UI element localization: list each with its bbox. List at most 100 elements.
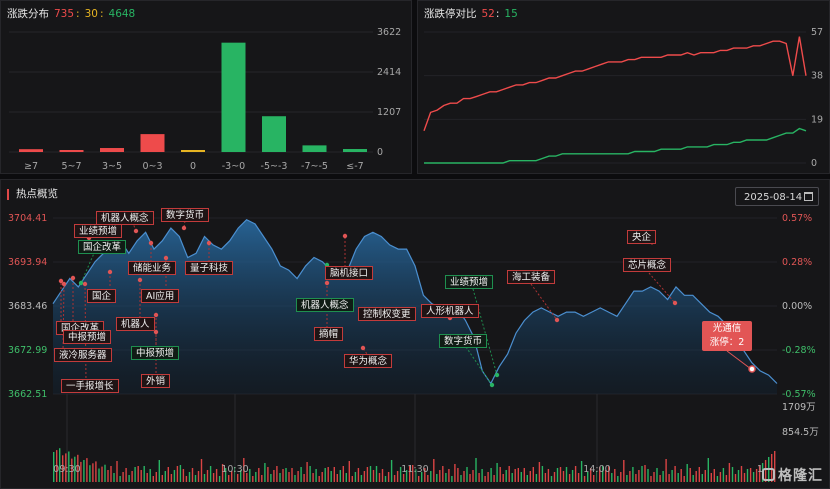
volume-bar — [671, 470, 673, 482]
volume-bar — [128, 475, 130, 482]
event-dot — [82, 281, 88, 287]
hotspot-tag[interactable]: 业绩预增 — [74, 224, 123, 238]
tag-connector — [648, 272, 676, 304]
volume-bar — [511, 473, 513, 482]
volume-bar — [372, 470, 375, 482]
volume-bar — [294, 475, 296, 482]
volume-bar — [478, 473, 480, 482]
x-tick-label: 3~5 — [102, 161, 122, 172]
hotspot-tag[interactable]: 量子科技 — [185, 261, 234, 275]
volume-bar — [125, 468, 127, 482]
up-count: 735 — [54, 8, 75, 20]
volume-bar — [360, 475, 363, 482]
volume-bar — [143, 466, 145, 482]
volume-bar — [357, 468, 360, 482]
hotspot-tag[interactable]: 机器人概念 — [96, 211, 154, 225]
hotspot-tag[interactable]: 人形机器人 — [421, 304, 479, 318]
event-dot — [61, 281, 67, 287]
volume-bar — [77, 454, 79, 482]
hotspot-tag[interactable]: 业绩预增 — [445, 275, 494, 289]
event-dot — [133, 228, 139, 234]
bar — [19, 149, 43, 152]
volume-bar — [541, 466, 544, 482]
hotspot-callout[interactable]: 光通信 涨停：2 — [702, 321, 752, 351]
volume-bar — [375, 466, 378, 482]
left-axis-label: 3693.94 — [8, 257, 47, 268]
volume-bar — [656, 468, 658, 482]
y-tick-label: 19 — [811, 114, 823, 125]
volume-bar — [686, 464, 688, 482]
volume-bar — [312, 473, 314, 482]
volume-bar — [318, 476, 320, 482]
hotspot-tag[interactable]: 控制权变更 — [358, 307, 416, 321]
hotspot-tag[interactable]: 机器人 — [116, 317, 155, 331]
volume-bar — [399, 467, 402, 482]
hotspot-tag[interactable]: 中报预增 — [131, 346, 180, 360]
volume-axis-label: 854.5万 — [782, 427, 819, 438]
event-dot — [181, 225, 187, 231]
hotspot-tag[interactable]: 摘帽 — [314, 327, 344, 341]
volume-bar — [614, 469, 616, 482]
hotspot-tag[interactable]: 中报预增 — [63, 330, 112, 344]
volume-bar — [167, 467, 169, 482]
volume-bar — [336, 474, 338, 482]
hotspot-tag[interactable]: 一手报增长 — [61, 379, 119, 393]
index-area — [53, 219, 777, 394]
volume-bar — [348, 461, 350, 482]
volume-bar — [291, 468, 293, 482]
hotspot-tag[interactable]: AI应用 — [141, 289, 180, 303]
volume-bar — [68, 451, 70, 482]
hotspot-tag[interactable]: 数字货币 — [161, 208, 210, 222]
y-tick-label: 38 — [811, 71, 823, 82]
volume-bar — [430, 471, 432, 482]
hotspot-tag[interactable]: 国企改革 — [78, 240, 127, 254]
bar — [302, 145, 327, 152]
volume-bar — [89, 465, 91, 482]
bar — [343, 149, 367, 152]
volume-bar — [641, 466, 643, 482]
volume-bar — [617, 476, 619, 482]
event-dot — [107, 269, 113, 275]
hotspot-title: 热点概览 — [7, 189, 58, 200]
volume-bar — [562, 471, 565, 482]
hotspot-tag[interactable]: 液冷服务器 — [54, 348, 112, 362]
volume-bar — [580, 461, 583, 482]
calendar-icon[interactable] — [804, 192, 813, 201]
volume-bar — [421, 472, 423, 482]
volume-bar — [255, 472, 257, 482]
volume-bar — [321, 472, 323, 482]
hotspot-tag[interactable]: 脑机接口 — [325, 266, 374, 280]
volume-axis-label: 1709万 — [782, 402, 816, 413]
volume-bar — [279, 473, 281, 482]
date-picker[interactable]: 2025-08-14 — [735, 187, 819, 206]
down-count: 4648 — [108, 8, 136, 20]
volume-bar — [743, 473, 746, 482]
hotspot-tag[interactable]: 数字货币 — [439, 334, 488, 348]
hotspot-tag[interactable]: 芯片概念 — [623, 258, 672, 272]
volume-bar — [354, 472, 357, 482]
hotspot-tag[interactable]: 海工装备 — [507, 270, 556, 284]
hotspot-tag[interactable]: 储能业务 — [128, 261, 177, 275]
event-dot — [148, 240, 154, 246]
bar — [100, 148, 124, 152]
volume-bar — [689, 468, 691, 482]
hotspot-tag[interactable]: 机器人概念 — [296, 298, 354, 312]
volume-bar — [520, 472, 522, 482]
hotspot-tag[interactable]: 外销 — [141, 374, 171, 388]
volume-bar — [502, 474, 504, 482]
volume-bar — [137, 466, 139, 482]
volume-bar — [333, 467, 335, 482]
volume-bar — [644, 465, 646, 482]
volume-bar — [246, 473, 248, 482]
hotspot-tag[interactable]: 国企 — [87, 289, 117, 303]
volume-bar — [490, 468, 492, 482]
intraday-index-chart: 3704.41 0.57% 3693.94 0.28% 3683.46 0.00% 3672… — [8, 212, 819, 483]
hotspot-tag[interactable]: 华为概念 — [344, 354, 393, 368]
volume-bar — [544, 473, 547, 482]
hotspot-tag[interactable]: 央企 — [627, 230, 657, 244]
volume-bar — [568, 474, 571, 482]
tag-connector — [62, 283, 65, 353]
x-tick-label: -5~-3 — [261, 161, 288, 172]
volume-bar — [366, 467, 369, 482]
tag-connector — [183, 212, 187, 229]
